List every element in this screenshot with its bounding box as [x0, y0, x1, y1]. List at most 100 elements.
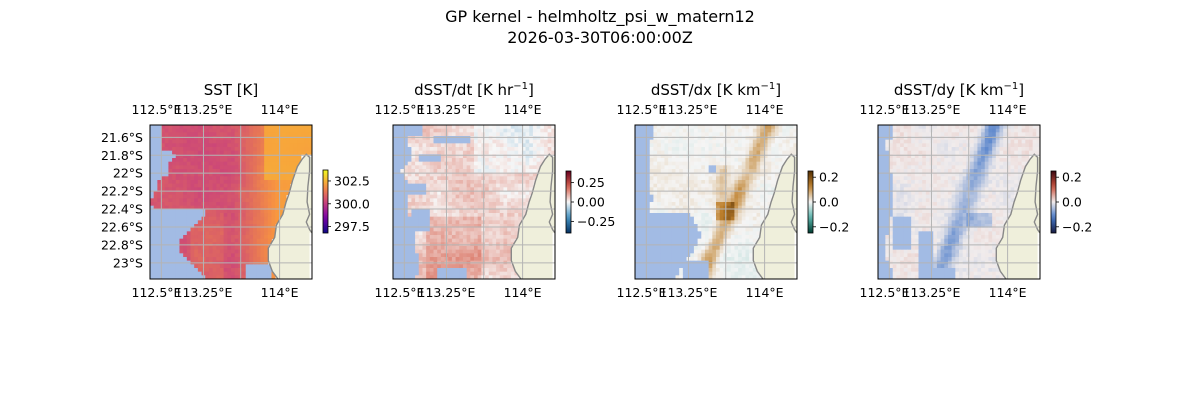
heatmap-cell [212, 158, 217, 163]
heatmap-cell [716, 216, 721, 221]
heatmap-cell [440, 176, 445, 181]
heatmap-cell [697, 268, 702, 273]
heatmap-cell [393, 143, 398, 148]
heatmap-cell [649, 194, 654, 199]
heatmap-cell [635, 224, 640, 229]
heatmap-cell [404, 205, 409, 210]
heatmap-cell [690, 238, 695, 243]
heatmap-cell [503, 242, 508, 247]
heatmap-cell [172, 165, 177, 170]
heatmap-cell [496, 264, 501, 269]
heatmap-cell [653, 268, 658, 273]
heatmap-cell [668, 253, 673, 258]
heatmap-cell [396, 271, 401, 276]
heatmap-cell [197, 205, 202, 210]
heatmap-cell [179, 271, 184, 276]
heatmap-cell [642, 275, 647, 279]
heatmap-cell [216, 227, 221, 232]
heatmap-cell [745, 128, 750, 133]
heatmap-cell [267, 205, 272, 210]
heatmap-cell [664, 154, 669, 159]
heatmap-cell [889, 132, 894, 137]
heatmap-cell [664, 180, 669, 185]
heatmap-cell [466, 132, 471, 137]
heatmap-cell [532, 161, 537, 166]
heatmap-cell [716, 271, 721, 276]
heatmap-cell [521, 180, 526, 185]
heatmap-cell [260, 220, 265, 225]
heatmap-cell [153, 158, 158, 163]
heatmap-cell [474, 143, 479, 148]
heatmap-cell [785, 136, 791, 141]
heatmap-cell [286, 176, 291, 181]
heatmap-cell [422, 132, 427, 137]
heatmap-cell [242, 169, 247, 174]
heatmap-cell [194, 139, 199, 144]
heatmap-cell [657, 231, 662, 236]
heatmap-cell [231, 132, 236, 137]
heatmap-cell [393, 187, 398, 192]
heatmap-cell [161, 235, 166, 240]
heatmap-cell [749, 180, 754, 185]
heatmap-cell [157, 176, 162, 181]
heatmap-cell [693, 147, 698, 152]
heatmap-cell [488, 238, 493, 243]
heatmap-cell [219, 161, 225, 166]
heatmap-cell [547, 147, 552, 152]
heatmap-cell [540, 139, 545, 144]
heatmap-cell [161, 205, 166, 210]
heatmap-cell [477, 246, 482, 251]
heatmap-cell [157, 253, 162, 258]
heatmap-cell [712, 271, 717, 276]
x-tick-label-bottom: 114°E [504, 285, 542, 300]
heatmap-cell [693, 216, 698, 221]
heatmap-cell [168, 128, 173, 133]
heatmap-cell [507, 165, 512, 170]
heatmap-cell [962, 128, 967, 133]
heatmap-cell [690, 187, 695, 192]
heatmap-cell [172, 246, 177, 251]
heatmap-cell [485, 147, 490, 152]
heatmap-cell [227, 242, 232, 247]
heatmap-cell [704, 213, 710, 218]
heatmap-cell [734, 191, 739, 196]
heatmap-cell [150, 242, 155, 247]
heatmap-cell [197, 202, 202, 207]
heatmap-cell [657, 128, 662, 133]
heatmap-cell [393, 147, 398, 152]
heatmap-cell [393, 128, 398, 133]
heatmap-cell [635, 191, 640, 196]
heatmap-cell [470, 176, 475, 181]
heatmap-cell [293, 136, 298, 141]
heatmap-cell [183, 231, 188, 236]
heatmap-cell [404, 161, 409, 166]
heatmap-cell [756, 143, 761, 148]
heatmap-cell [172, 176, 177, 181]
heatmap-cell [507, 125, 512, 130]
heatmap-cell [521, 128, 526, 133]
heatmap-cell [300, 128, 306, 133]
heatmap-cell [712, 235, 717, 240]
heatmap-cell [690, 172, 695, 177]
heatmap-cell [521, 143, 526, 148]
heatmap-cell [168, 139, 173, 144]
heatmap-cell [208, 147, 213, 152]
heatmap-cell [422, 187, 427, 192]
heatmap-cell [404, 235, 409, 240]
heatmap-cell [253, 213, 258, 218]
x-tick-label-bottom: 114°E [746, 285, 784, 300]
heatmap-cell [507, 246, 512, 251]
heatmap-cell [186, 209, 191, 214]
heatmap-cell [164, 213, 169, 218]
heatmap-cell [437, 213, 442, 218]
heatmap-cell [679, 150, 684, 155]
heatmap-cell [197, 235, 202, 240]
heatmap-cell [470, 194, 475, 199]
heatmap-cell [664, 253, 669, 258]
heatmap-cell [426, 249, 431, 254]
heatmap-cell [194, 143, 199, 148]
heatmap-cell [635, 213, 640, 218]
heatmap-cell [485, 209, 490, 214]
heatmap-cell [525, 180, 530, 185]
heatmap-cell [466, 235, 471, 240]
